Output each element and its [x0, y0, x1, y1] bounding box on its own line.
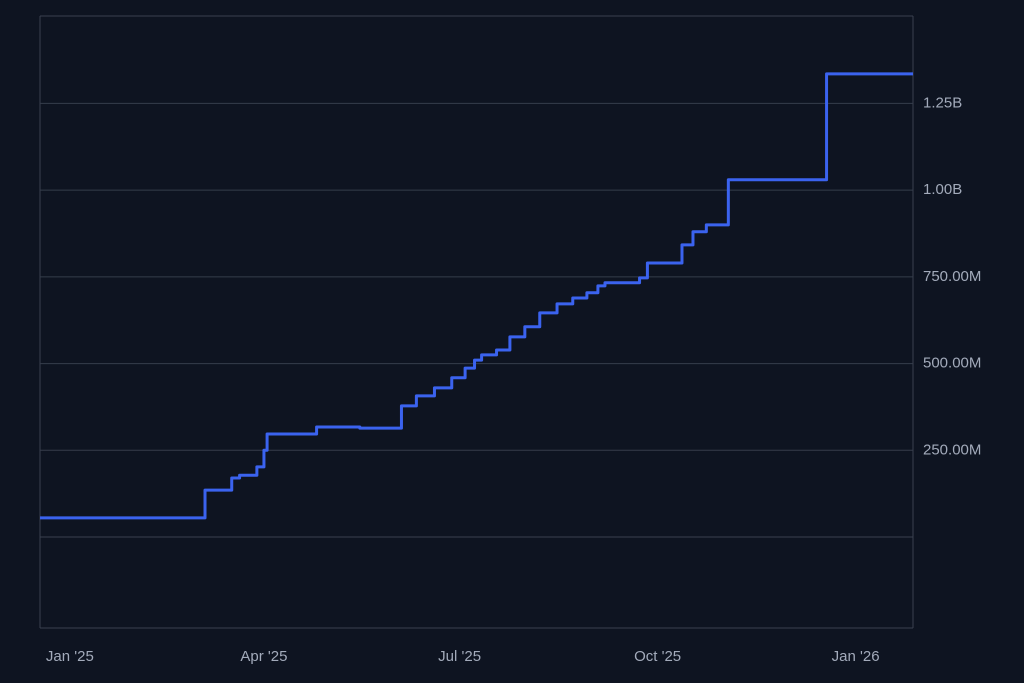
- y-tick-label: 500.00M: [923, 355, 981, 372]
- y-tick-label: 1.00B: [923, 181, 962, 198]
- x-tick-label: Jan '26: [832, 648, 880, 665]
- x-tick-label: Oct '25: [634, 648, 681, 665]
- x-tick-label: Apr '25: [240, 648, 287, 665]
- x-tick-label: Jul '25: [438, 648, 481, 665]
- series-line: [40, 72, 913, 520]
- x-tick-label: Jan '25: [46, 648, 94, 665]
- y-tick-label: 1.25B: [923, 94, 962, 111]
- y-tick-label: 750.00M: [923, 268, 981, 285]
- y-tick-label: 250.00M: [923, 441, 981, 458]
